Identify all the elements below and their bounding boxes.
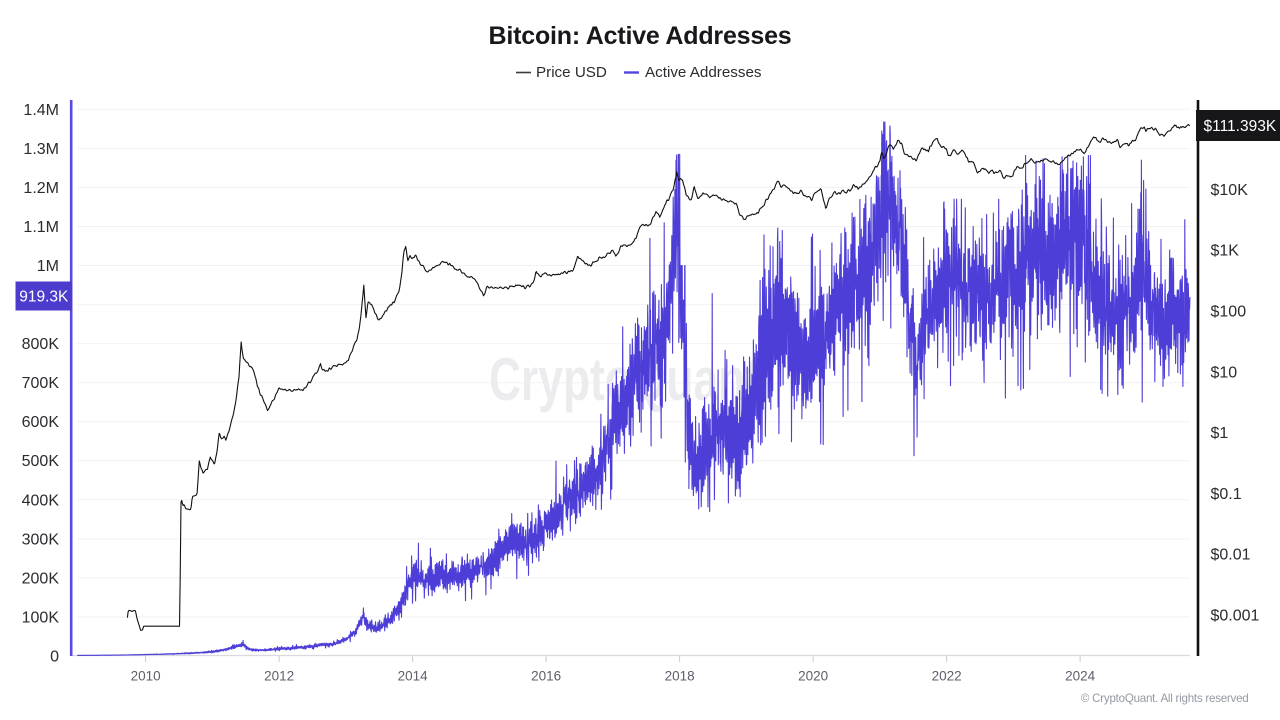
svg-text:$0.01: $0.01 (1211, 547, 1251, 564)
svg-text:1.2M: 1.2M (23, 180, 59, 197)
svg-text:$111.393K: $111.393K (1204, 118, 1277, 135)
svg-text:2010: 2010 (131, 668, 161, 683)
svg-text:919.3K: 919.3K (19, 289, 69, 306)
svg-text:2020: 2020 (798, 668, 828, 683)
svg-text:1.3M: 1.3M (23, 141, 59, 158)
svg-text:600K: 600K (22, 414, 60, 431)
svg-text:© CryptoQuant. All rights rese: © CryptoQuant. All rights reserved (1081, 692, 1249, 705)
svg-text:2018: 2018 (665, 668, 695, 683)
svg-text:100K: 100K (22, 610, 60, 627)
svg-text:2014: 2014 (398, 668, 429, 683)
svg-text:800K: 800K (22, 336, 60, 353)
svg-text:2012: 2012 (264, 668, 294, 683)
svg-text:200K: 200K (22, 570, 60, 587)
svg-text:0: 0 (50, 649, 59, 666)
svg-text:$100: $100 (1211, 304, 1247, 321)
svg-text:700K: 700K (22, 375, 60, 392)
svg-text:Active Addresses: Active Addresses (645, 64, 762, 81)
svg-text:Price USD: Price USD (536, 64, 607, 81)
svg-text:1.1M: 1.1M (23, 219, 59, 236)
svg-text:$10K: $10K (1211, 182, 1249, 199)
svg-text:$1: $1 (1211, 425, 1229, 442)
svg-text:$10: $10 (1211, 364, 1238, 381)
svg-text:$0.1: $0.1 (1211, 486, 1242, 503)
svg-text:1M: 1M (37, 258, 59, 275)
svg-text:2022: 2022 (932, 668, 962, 683)
svg-text:500K: 500K (22, 453, 60, 470)
svg-text:1.4M: 1.4M (23, 102, 59, 119)
svg-text:2016: 2016 (531, 668, 561, 683)
svg-text:$0.001: $0.001 (1211, 608, 1260, 625)
svg-text:400K: 400K (22, 492, 60, 509)
svg-text:Bitcoin: Active Addresses: Bitcoin: Active Addresses (489, 22, 792, 50)
svg-text:2024: 2024 (1065, 668, 1096, 683)
svg-text:$1K: $1K (1211, 243, 1240, 260)
svg-text:300K: 300K (22, 531, 60, 548)
